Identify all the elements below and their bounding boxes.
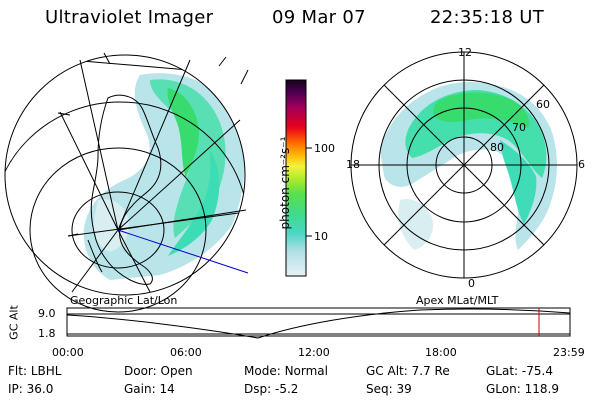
mlat-label-70: 70 [512, 121, 526, 134]
info-dsp: Dsp: -5.2 [244, 382, 299, 396]
altitude-ytick-low: 1.8 [38, 327, 56, 340]
colorbar-unit-label: photon cm⁻²s⁻¹ [278, 136, 292, 230]
altitude-ytick-high: 9.0 [38, 307, 56, 320]
time-tick-0600: 06:00 [170, 346, 202, 359]
colorbar-tick-10: 10 [314, 230, 328, 243]
info-gc-alt: GC Alt: 7.7 Re [366, 364, 450, 378]
info-glon: GLon: 118.9 [486, 382, 559, 396]
info-glat: GLat: -75.4 [486, 364, 553, 378]
info-seq: Seq: 39 [366, 382, 412, 396]
colorbar-tick-100: 100 [314, 142, 335, 155]
polar-plot [350, 51, 578, 279]
mlt-label-18: 18 [346, 158, 360, 171]
info-ip: IP: 36.0 [8, 382, 54, 396]
info-flt: Flt: LBHL [8, 364, 62, 378]
time-tick-1200: 12:00 [298, 346, 330, 359]
date-label: 09 Mar 07 [272, 7, 366, 28]
geographic-image [4, 52, 249, 313]
mlat-label-80: 80 [490, 141, 504, 154]
time-tick-1800: 18:00 [425, 346, 457, 359]
info-door: Door: Open [124, 364, 193, 378]
geographic-label: Geographic Lat/Lon [70, 294, 178, 307]
mlt-label-6: 6 [578, 158, 585, 171]
time-label: 22:35:18 UT [430, 7, 545, 28]
altitude-ylabel: GC Alt [7, 305, 21, 340]
time-tick-0000: 00:00 [52, 346, 84, 359]
apex-label: Apex MLat/MLT [416, 294, 499, 307]
info-mode: Mode: Normal [244, 364, 328, 378]
altitude-plot [66, 307, 571, 339]
color-bar [285, 79, 312, 277]
time-tick-2359: 23:59 [553, 346, 585, 359]
mlt-label-0: 0 [468, 277, 475, 290]
instrument-title: Ultraviolet Imager [45, 7, 214, 28]
mlt-label-12: 12 [458, 46, 472, 59]
mlat-label-60: 60 [536, 98, 550, 111]
info-gain: Gain: 14 [124, 382, 175, 396]
